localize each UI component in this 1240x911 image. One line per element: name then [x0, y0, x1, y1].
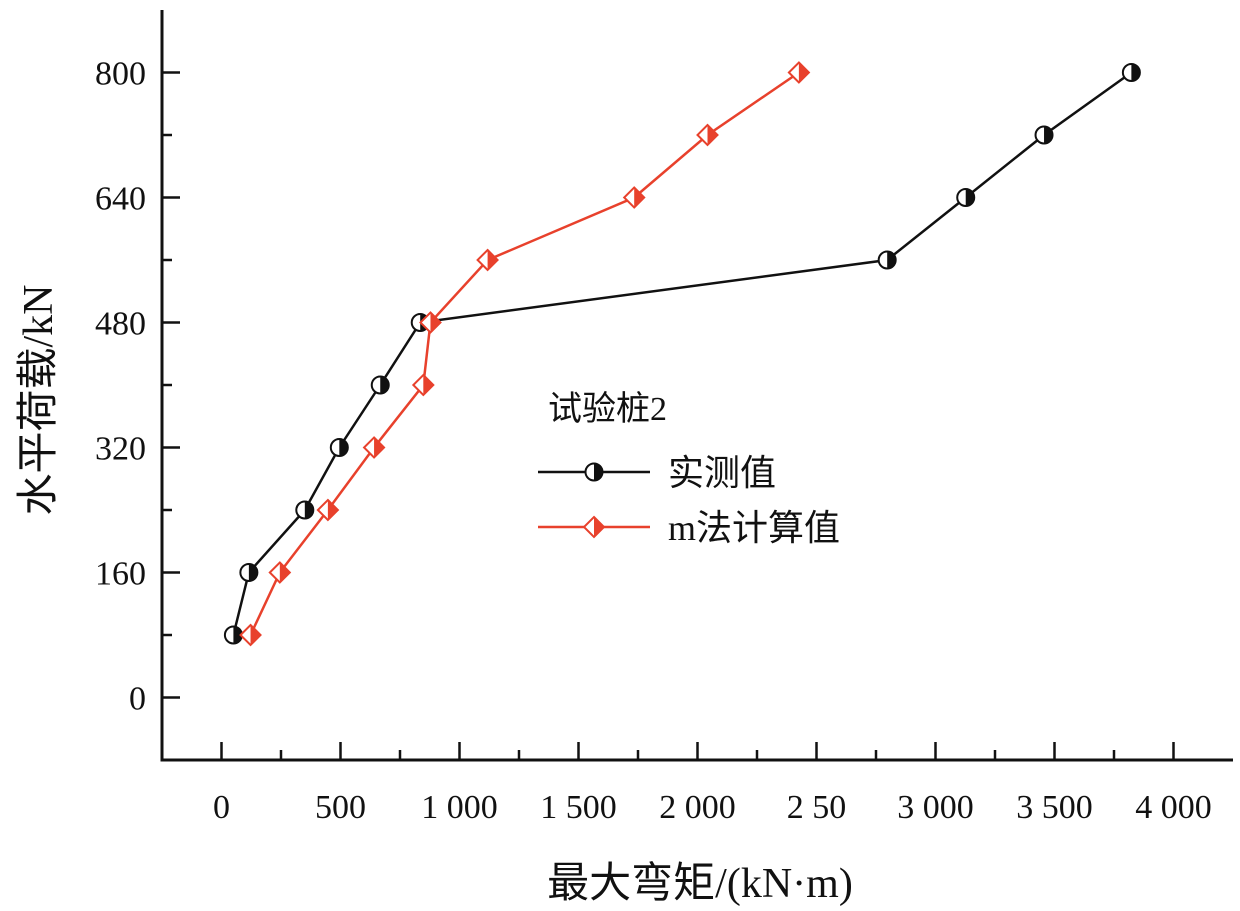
data-point-fill	[798, 62, 809, 83]
data-point-fill	[423, 375, 434, 395]
x-tick-label: 4 000	[1135, 789, 1212, 826]
y-tick-label: 320	[95, 431, 146, 468]
series-line	[232, 71, 1133, 636]
axes: 0 500 1 000 1 500 2 000 2 50 3 000 3 500 4 000 0 1…	[95, 10, 1233, 826]
series-measured	[223, 63, 1141, 645]
y-tick-label: 800	[95, 56, 146, 93]
x-tick-label: 3 000	[897, 789, 974, 826]
data-point-fill	[327, 500, 338, 520]
data-point-fill	[634, 187, 645, 208]
y-tick-label: 0	[129, 681, 146, 718]
y-axis-label: 水平荷载/kN	[16, 284, 62, 515]
data-point-fill	[279, 562, 290, 583]
data-point-fill	[380, 376, 389, 394]
data-point-fill	[250, 625, 261, 645]
x-tick-label: 3 500	[1016, 789, 1093, 826]
data-point-fill	[487, 250, 498, 270]
data-point-fill	[707, 125, 718, 145]
data-point-fill	[1044, 126, 1053, 144]
data-point-fill	[374, 437, 385, 458]
data-point-fill	[965, 189, 975, 206]
x-tick-label: 1 000	[421, 789, 498, 826]
x-tick-label: 2 50	[787, 789, 847, 826]
y-tick-label: 480	[95, 306, 146, 343]
legend-label-measured: 实测值	[668, 453, 776, 493]
series-m-method	[239, 61, 811, 647]
data-point-fill	[339, 439, 348, 456]
legend: 试验桩2 实测值 m法计算值	[538, 390, 840, 548]
data-point-fill	[887, 251, 896, 269]
x-axis-label: 最大弯矩/(kN·m)	[547, 860, 853, 907]
series-line	[249, 71, 800, 636]
x-tick-label: 2 000	[659, 789, 736, 826]
y-tick-label: 160	[95, 556, 146, 593]
legend-item-m-method	[538, 515, 650, 539]
x-tick-label: 0	[213, 789, 230, 826]
data-point-fill	[233, 626, 242, 644]
legend-marker-fill	[594, 463, 603, 481]
data-point-fill	[1131, 64, 1140, 81]
x-tick-label: 1 500	[540, 789, 617, 826]
x-tick-label: 500	[315, 789, 366, 826]
data-point-fill	[248, 564, 258, 581]
data-point-fill	[430, 312, 441, 333]
data-point-fill	[304, 501, 314, 519]
y-tick-label: 640	[95, 181, 146, 218]
legend-label-m-method: m法计算值	[668, 508, 840, 548]
legend-title: 试验桩2	[548, 390, 667, 428]
series-layer	[223, 61, 1141, 647]
legend-marker-fill	[594, 517, 604, 537]
legend-item-measured	[538, 462, 650, 482]
